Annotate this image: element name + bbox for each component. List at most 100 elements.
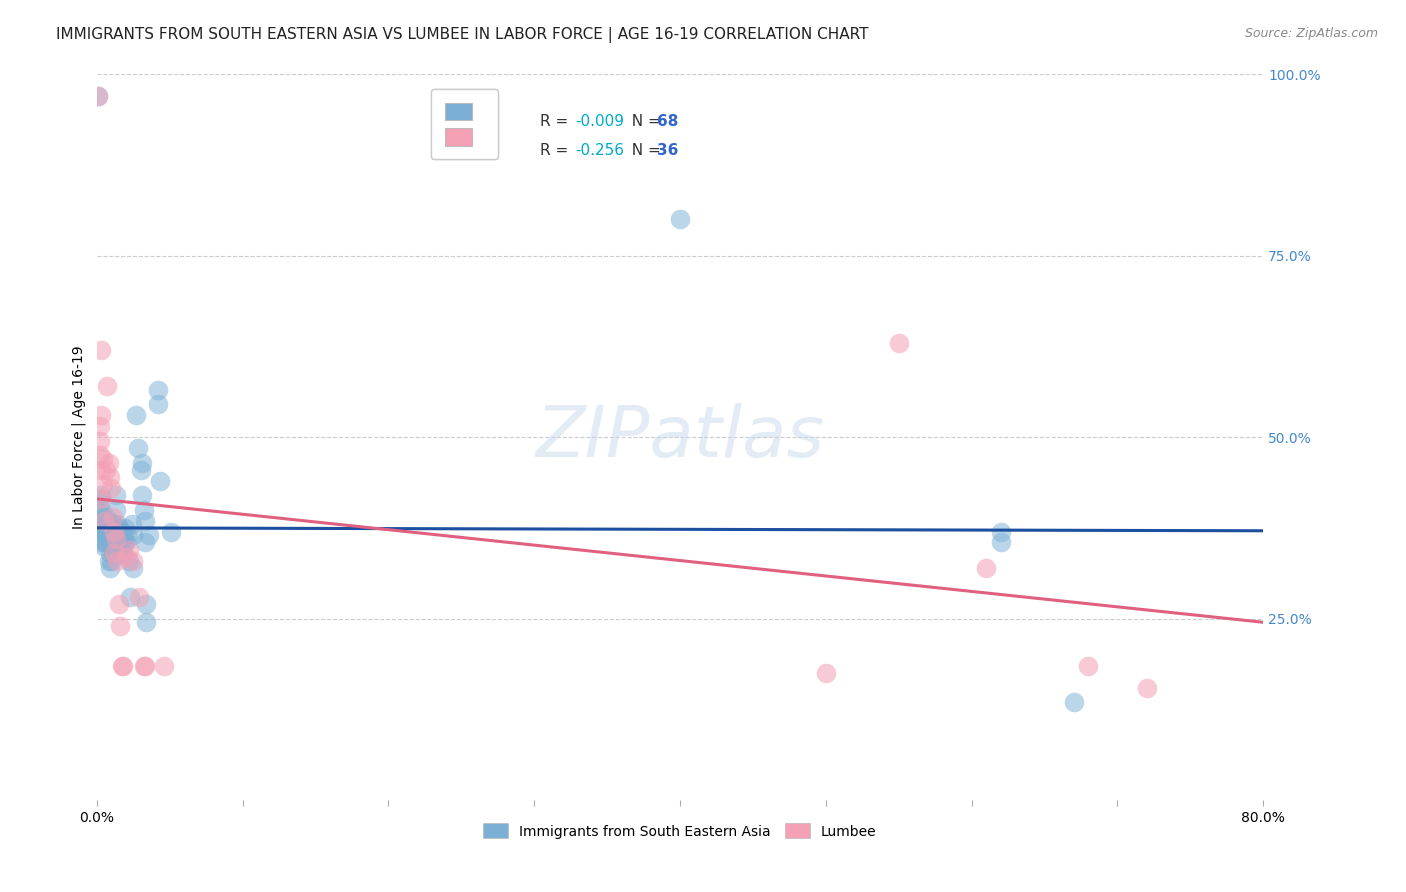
Point — [131, 488, 153, 502]
Point — [120, 590, 142, 604]
Point — [91, 477, 114, 491]
Point — [122, 528, 145, 542]
Point — [132, 502, 155, 516]
Text: 68: 68 — [657, 113, 678, 128]
Point — [89, 491, 111, 506]
Point — [104, 488, 127, 502]
Point — [87, 88, 110, 103]
Point — [89, 507, 111, 521]
Point — [117, 528, 139, 542]
Point — [121, 517, 143, 532]
Point — [115, 549, 138, 564]
Point — [103, 546, 125, 560]
Point — [98, 561, 121, 575]
Point — [90, 491, 112, 506]
Point — [91, 524, 114, 539]
Point — [93, 521, 115, 535]
Point — [111, 539, 134, 553]
Point — [90, 532, 112, 546]
Point — [97, 517, 120, 532]
Point — [89, 448, 111, 462]
Point — [118, 542, 141, 557]
Point — [122, 553, 145, 567]
Point — [100, 524, 122, 539]
Point — [153, 658, 176, 673]
Text: -0.256: -0.256 — [575, 143, 624, 158]
Text: ZIPatlas: ZIPatlas — [536, 402, 824, 472]
Point — [100, 481, 122, 495]
Point — [104, 532, 127, 546]
Point — [101, 532, 124, 546]
Point — [90, 343, 112, 357]
Point — [887, 335, 910, 350]
Point — [974, 561, 997, 575]
Point — [146, 383, 169, 397]
Y-axis label: In Labor Force | Age 16-19: In Labor Force | Age 16-19 — [72, 345, 86, 529]
Point — [125, 409, 148, 423]
Text: -0.009: -0.009 — [575, 113, 624, 128]
Point — [107, 597, 129, 611]
Point — [108, 532, 131, 546]
Point — [98, 470, 121, 484]
Point — [91, 510, 114, 524]
Point — [990, 524, 1012, 539]
Point — [96, 514, 118, 528]
Point — [91, 451, 114, 466]
Point — [90, 517, 112, 532]
Point — [97, 553, 120, 567]
Point — [146, 397, 169, 411]
Point — [108, 546, 131, 560]
Point — [114, 521, 136, 535]
Legend: Immigrants from South Eastern Asia, Lumbee: Immigrants from South Eastern Asia, Lumb… — [478, 818, 883, 844]
Point — [134, 535, 156, 549]
Point — [112, 546, 135, 560]
Point — [127, 441, 149, 455]
Point — [148, 474, 170, 488]
Point — [103, 524, 125, 539]
Point — [669, 212, 692, 227]
Text: Source: ZipAtlas.com: Source: ZipAtlas.com — [1244, 27, 1378, 40]
Point — [96, 528, 118, 542]
Text: 36: 36 — [657, 143, 678, 158]
Text: R =: R = — [540, 113, 574, 128]
Point — [94, 510, 117, 524]
Point — [103, 532, 125, 546]
Point — [89, 419, 111, 434]
Point — [128, 590, 150, 604]
Point — [132, 658, 155, 673]
Point — [112, 658, 135, 673]
Point — [90, 502, 112, 516]
Point — [104, 502, 127, 516]
Point — [101, 510, 124, 524]
Point — [89, 434, 111, 448]
Point — [990, 535, 1012, 549]
Point — [108, 619, 131, 633]
Point — [94, 524, 117, 539]
Point — [89, 535, 111, 549]
Point — [96, 379, 118, 393]
Point — [1135, 681, 1157, 695]
Point — [100, 553, 122, 567]
Text: N =: N = — [621, 143, 665, 158]
Point — [112, 532, 135, 546]
Point — [104, 532, 127, 546]
Point — [115, 535, 138, 549]
Point — [131, 456, 153, 470]
Point — [1063, 695, 1085, 709]
Point — [98, 517, 121, 532]
Point — [89, 521, 111, 535]
Point — [1077, 658, 1099, 673]
Text: N =: N = — [621, 113, 665, 128]
Point — [103, 517, 125, 532]
Point — [105, 553, 128, 567]
Point — [94, 463, 117, 477]
Point — [111, 658, 134, 673]
Point — [118, 553, 141, 567]
Point — [91, 539, 114, 553]
Point — [134, 514, 156, 528]
Point — [100, 539, 122, 553]
Point — [98, 532, 121, 546]
Text: R =: R = — [540, 143, 574, 158]
Point — [122, 561, 145, 575]
Point — [114, 535, 136, 549]
